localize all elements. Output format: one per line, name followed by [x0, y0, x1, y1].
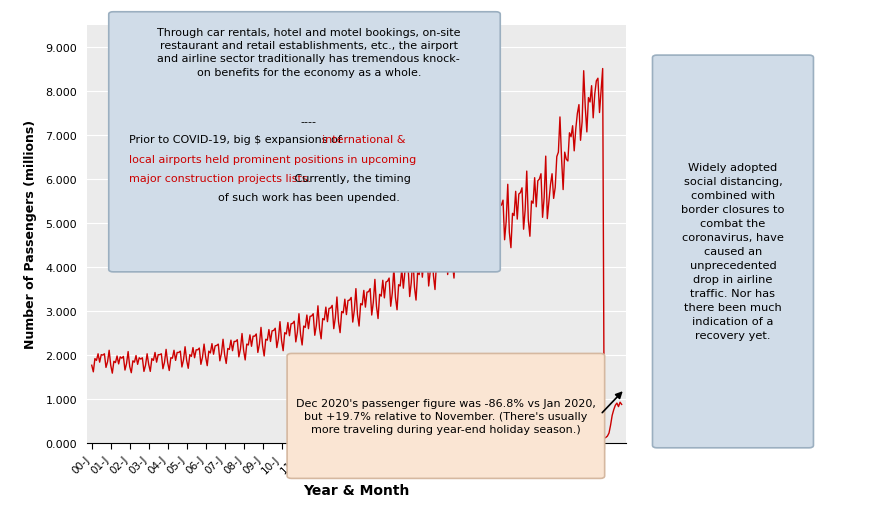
Y-axis label: Number of Passengers (millions): Number of Passengers (millions): [24, 120, 37, 349]
Text: major construction projects lists.: major construction projects lists.: [129, 174, 310, 184]
Text: Prior to COVID-19, big $ expansions of: Prior to COVID-19, big $ expansions of: [129, 135, 345, 145]
Text: Currently, the timing: Currently, the timing: [290, 174, 410, 184]
Text: Through car rentals, hotel and motel bookings, on-site
restaurant and retail est: Through car rentals, hotel and motel boo…: [157, 28, 460, 77]
Text: local airports held prominent positions in upcoming: local airports held prominent positions …: [129, 154, 415, 164]
Text: of such work has been upended.: of such work has been upended.: [217, 193, 400, 203]
X-axis label: Year & Month: Year & Month: [303, 483, 409, 497]
Text: Dec 2020's passenger figure was -86.8% vs Jan 2020,
but +19.7% relative to Novem: Dec 2020's passenger figure was -86.8% v…: [295, 398, 595, 434]
Text: international &: international &: [322, 135, 405, 145]
Text: Widely adopted
social distancing,
combined with
border closures to
combat the
co: Widely adopted social distancing, combin…: [680, 163, 784, 341]
Text: ----: ----: [301, 117, 316, 127]
